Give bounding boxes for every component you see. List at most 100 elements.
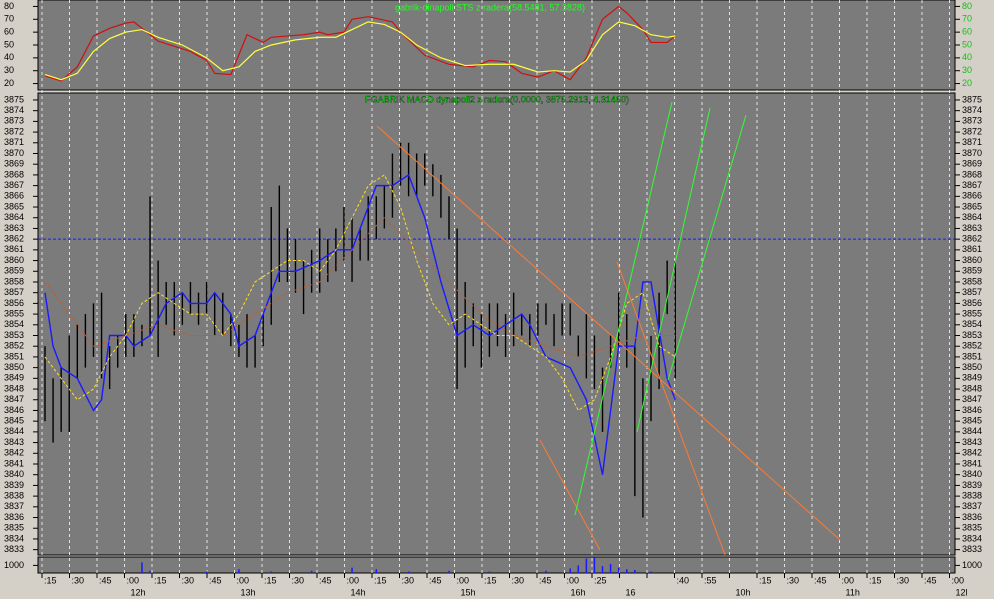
grid: :15:30:45:00 12h:15:30:45:00 13h:15:30:45:…	[4, 0, 982, 597]
x-tick-label: :00	[127, 575, 140, 585]
y-tick-label: 3866	[4, 191, 24, 201]
y-tick-label: 3854	[4, 319, 24, 329]
y-tick-label: 3867	[4, 180, 24, 190]
trend-line	[667, 114, 747, 381]
y-tick-label: 3851	[4, 351, 24, 361]
oscillator-line	[44, 5, 676, 82]
y-tick-label: 3864	[4, 212, 24, 222]
y-tick-label: 3839	[4, 480, 24, 490]
y-tick-label-right: 3855	[962, 308, 982, 318]
y-tick-label: 3873	[4, 116, 24, 126]
x-tick-label: :40	[677, 575, 690, 585]
y-tick-label-right: 3857	[962, 287, 982, 297]
x-tick-label: :30	[512, 575, 525, 585]
y-tick-label-right: 3873	[962, 116, 982, 126]
y-tick-label-right: 3834	[962, 533, 982, 543]
x-tick-label: :45	[429, 575, 442, 585]
y-tick-label: 3850	[4, 362, 24, 372]
y-tick-label: 3849	[4, 373, 24, 383]
y-tick-label: 3865	[4, 201, 24, 211]
indicator-line	[44, 217, 676, 358]
y-tick-label-right: 3868	[962, 169, 982, 179]
y-tick-label: 3874	[4, 105, 24, 115]
x-tick-label: :30	[897, 575, 910, 585]
y-tick-label: 20	[4, 78, 14, 88]
hour-label: 16h	[571, 587, 586, 597]
y-tick-label: 3836	[4, 512, 24, 522]
y-tick-label: 3858	[4, 276, 24, 286]
y-tick-label: 3870	[4, 148, 24, 158]
y-tick-label-right: 3866	[962, 191, 982, 201]
y-tick-label-right: 3840	[962, 469, 982, 479]
y-tick-label: 3841	[4, 458, 24, 468]
y-tick-label: 3834	[4, 533, 24, 543]
y-tick-label-right: 3869	[962, 159, 982, 169]
x-tick-label: :15	[484, 575, 497, 585]
y-tick-label: 3869	[4, 159, 24, 169]
y-tick-label: 3863	[4, 223, 24, 233]
y-tick-label-right: 3852	[962, 341, 982, 351]
y-tick-label-right: 3858	[962, 276, 982, 286]
y-tick-label-right: 40	[962, 52, 972, 62]
y-tick-label-right: 3872	[962, 126, 982, 136]
y-tick-label-right: 80	[962, 1, 972, 11]
y-tick-label: 3871	[4, 137, 24, 147]
x-tick-label: :45	[814, 575, 827, 585]
trend-line	[574, 101, 673, 516]
y-tick-label: 3842	[4, 448, 24, 458]
y-tick-label-right: 3843	[962, 437, 982, 447]
y-tick-label-right: 3854	[962, 319, 982, 329]
x-tick-label: :55	[704, 575, 717, 585]
x-tick-label: :00	[952, 575, 965, 585]
y-tick-label: 3861	[4, 244, 24, 254]
x-tick-label: :15	[869, 575, 882, 585]
y-tick-label-right: 50	[962, 39, 972, 49]
y-tick-label-right: 3862	[962, 234, 982, 244]
y-tick-label-right: 3867	[962, 180, 982, 190]
x-tick-label: :00	[457, 575, 470, 585]
hour-label: 11h	[846, 587, 860, 597]
x-tick-label: :30	[72, 575, 85, 585]
hour-label: 12l	[956, 587, 968, 597]
y-tick-label-right: 3838	[962, 490, 982, 500]
y-tick-label-right: 1000	[962, 560, 982, 570]
y-tick-label: 3848	[4, 383, 24, 393]
trend-line	[376, 125, 841, 541]
y-tick-label-right: 3874	[962, 105, 982, 115]
y-tick-label: 3846	[4, 405, 24, 415]
hour-label: 13h	[241, 587, 256, 597]
oscillator-title: gabrik-dinapoli STS z radera(58.5481, 57…	[395, 2, 585, 12]
y-tick-label-right: 3860	[962, 255, 982, 265]
y-tick-label-right: 3871	[962, 137, 982, 147]
hour-label: 10h	[736, 587, 751, 597]
y-tick-label: 3872	[4, 126, 24, 136]
x-tick-label: :30	[402, 575, 415, 585]
y-tick-label: 3856	[4, 298, 24, 308]
y-tick-label-right: 3849	[962, 373, 982, 383]
y-tick-label: 3833	[4, 544, 24, 554]
y-tick-label-right: 3853	[962, 330, 982, 340]
y-tick-label: 3837	[4, 501, 24, 511]
y-tick-label-right: 3837	[962, 501, 982, 511]
volume-panel	[37, 556, 956, 574]
y-tick-label: 3847	[4, 394, 24, 404]
y-tick-label: 3838	[4, 490, 24, 500]
x-tick-label: :30	[787, 575, 800, 585]
y-tick-label: 3840	[4, 469, 24, 479]
trend-line	[616, 261, 726, 556]
y-tick-label: 3855	[4, 308, 24, 318]
y-tick-label-right: 3851	[962, 351, 982, 361]
x-tick-label: :25	[594, 575, 607, 585]
x-tick-label: :00	[567, 575, 580, 585]
y-tick-label-right: 3848	[962, 383, 982, 393]
y-tick-label: 3844	[4, 426, 24, 436]
oscillator-panel	[37, 0, 956, 91]
x-tick-label: :30	[292, 575, 305, 585]
x-tick-label: :00	[237, 575, 250, 585]
marks	[38, 5, 955, 573]
y-tick-label: 60	[4, 27, 14, 37]
y-tick-label: 3868	[4, 169, 24, 179]
oscillator-line	[44, 21, 676, 81]
y-tick-label: 3852	[4, 341, 24, 351]
